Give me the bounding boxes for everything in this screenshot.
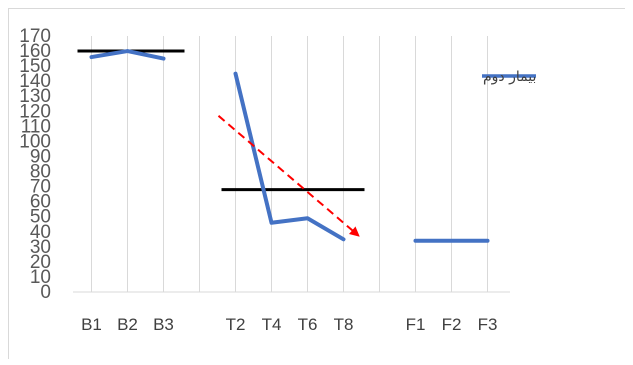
x-tick-label: F2 bbox=[442, 315, 462, 334]
chart-frame bbox=[8, 8, 625, 359]
series-line bbox=[89, 49, 166, 61]
y-tick-label: 60 bbox=[30, 192, 51, 213]
y-tick-label: 70 bbox=[30, 177, 51, 198]
y-tick-label: 80 bbox=[30, 162, 51, 183]
x-tick-label: T2 bbox=[226, 315, 246, 334]
trend-arrow-line bbox=[217, 115, 360, 237]
y-tick-label: 40 bbox=[30, 222, 51, 243]
x-axis-tick-labels: B1 B2 B3 T2 T4 T6 T8 F1 F2 F3 bbox=[81, 315, 497, 334]
series-lines bbox=[89, 49, 490, 243]
y-tick-label: 0 bbox=[40, 282, 51, 303]
y-tick-label: 10 bbox=[30, 267, 51, 288]
legend-series-label: بیمار دوم bbox=[483, 69, 536, 85]
y-tick-label: 150 bbox=[19, 56, 51, 77]
x-tick-label: B2 bbox=[117, 315, 138, 334]
x-tick-label: T8 bbox=[334, 315, 354, 334]
x-tick-label: B3 bbox=[153, 315, 174, 334]
reference-lines bbox=[77, 49, 365, 192]
y-tick-label: 120 bbox=[19, 101, 51, 122]
y-tick-label: 140 bbox=[19, 71, 51, 92]
y-tick-label: 20 bbox=[30, 252, 51, 273]
legend: بیمار دوم bbox=[482, 69, 536, 85]
y-tick-label: 110 bbox=[21, 116, 51, 137]
trend-arrow bbox=[217, 115, 360, 237]
x-tick-label: F3 bbox=[478, 315, 498, 334]
y-tick-label: 90 bbox=[30, 146, 51, 167]
x-tick-label: F1 bbox=[406, 315, 426, 334]
x-tick-label: T4 bbox=[262, 315, 282, 334]
y-tick-label: 160 bbox=[19, 41, 51, 62]
x-tick-label: T6 bbox=[298, 315, 318, 334]
y-tick-label: 130 bbox=[19, 86, 51, 107]
y-tick-label: 30 bbox=[30, 237, 51, 258]
y-tick-label: 170 bbox=[19, 26, 51, 47]
gridlines bbox=[73, 36, 510, 293]
y-axis-tick-labels: 0102030405060708090100110120130140150160… bbox=[19, 26, 51, 303]
y-tick-label: 50 bbox=[30, 207, 51, 228]
y-tick-label: 100 bbox=[19, 131, 51, 152]
x-tick-label: B1 bbox=[81, 315, 102, 334]
series-line bbox=[233, 71, 346, 242]
